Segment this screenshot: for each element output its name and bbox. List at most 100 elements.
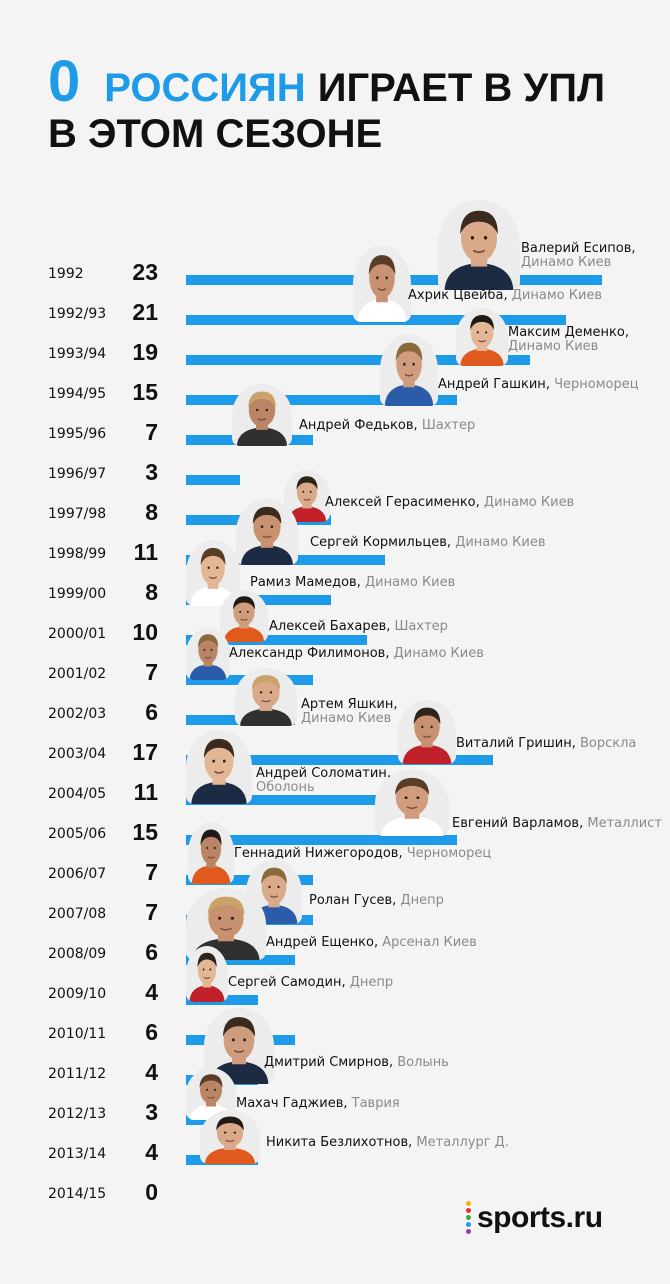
count-label: 11 (133, 539, 158, 565)
player-club: Динамо Киев (483, 495, 575, 510)
year-label: 1997/98 (48, 506, 107, 522)
player-label: Махач Гаджиев, Таврия (236, 1097, 400, 1111)
player-name: Дмитрий Смирнов (264, 1055, 389, 1070)
year-label: 2007/08 (48, 906, 107, 922)
player-name: Рамиз Мамедов (250, 575, 357, 590)
separator: , (631, 241, 636, 256)
player-club: Шахтер (394, 619, 448, 634)
player-name: Андрей Гашкин (438, 377, 546, 392)
year-label: 2001/02 (48, 666, 107, 682)
player-club: Динамо Киев (521, 255, 612, 270)
player-label: Алексей Бахарев, Шахтер (269, 620, 448, 634)
count-label: 6 (145, 939, 158, 965)
player-name: Махач Гаджиев (236, 1096, 344, 1111)
player-name: Геннадий Нижегородов (234, 846, 399, 861)
count-label: 10 (132, 619, 158, 645)
bar (186, 955, 295, 965)
player-label: Андрей Ещенко, Арсенал Киев (266, 936, 477, 950)
year-label: 2004/05 (48, 786, 107, 802)
title-accent: РОССИЯН (104, 66, 306, 110)
bar (186, 355, 530, 365)
player-name: Андрей Соломатин (256, 766, 387, 781)
player-name: Никита Безлихотнов (266, 1135, 409, 1150)
count-label: 4 (145, 1059, 158, 1085)
player-name: Евгений Варламов (452, 816, 580, 831)
count-label: 7 (145, 419, 158, 445)
count-label: 8 (145, 579, 158, 605)
year-label: 2009/10 (48, 986, 107, 1002)
year-label: 2010/11 (48, 1026, 107, 1042)
year-label: 1999/00 (48, 586, 107, 602)
year-label: 2003/04 (48, 746, 107, 762)
year-label: 2012/13 (48, 1106, 107, 1122)
count-label: 15 (132, 379, 158, 405)
player-label: Никита Безлихотнов, Металлург Д. (266, 1136, 509, 1150)
logo-dot (466, 1215, 471, 1220)
player-name: Валерий Есипов (521, 241, 632, 256)
separator: , (413, 418, 418, 433)
player-name: Алексей Герасименко (325, 495, 476, 510)
bar (186, 635, 367, 645)
player-label: Максим Деменко, Динамо Киев (508, 326, 629, 354)
player-label: Андрей Федьков, Шахтер (299, 419, 475, 433)
separator: , (388, 1055, 394, 1070)
count-label: 23 (132, 259, 158, 285)
player-label: Андрей Гашкин, Черноморец (438, 378, 639, 392)
player-club: Днепр (349, 975, 394, 990)
count-label: 3 (145, 459, 158, 485)
separator: , (356, 575, 361, 590)
player-club: Динамо Киев (508, 339, 599, 354)
separator: , (545, 377, 550, 392)
count-label: 6 (145, 699, 158, 725)
player-label: Ахрик Цвейба, Динамо Киев (408, 289, 602, 303)
separator: , (503, 288, 508, 303)
count-label: 11 (133, 779, 158, 805)
count-label: 6 (145, 1019, 158, 1045)
player-label: Андрей Соломатин, Оболонь (256, 767, 391, 795)
count-label: 15 (132, 819, 158, 845)
player-label: Сергей Самодин, Днепр (228, 976, 393, 990)
count-label: 19 (132, 339, 158, 365)
player-club: Шахтер (421, 418, 476, 433)
player-club: Динамо Киев (301, 711, 392, 726)
year-label: 1992/93 (48, 306, 107, 322)
separator: , (398, 846, 403, 861)
separator: , (373, 935, 379, 950)
player-name: Сергей Самодин (228, 975, 342, 990)
player-name: Александр Филимонов (229, 646, 386, 661)
separator: , (393, 697, 398, 712)
player-photo (188, 822, 234, 884)
player-club: Черноморец (554, 377, 639, 392)
sports-ru-logo: sports.ru (466, 1200, 603, 1235)
player-label: Евгений Варламов, Металлист (452, 817, 662, 831)
logo-dot (466, 1229, 471, 1234)
player-photo (232, 384, 292, 446)
count-label: 8 (145, 499, 158, 525)
player-club: Металлург Д. (416, 1135, 509, 1150)
player-label: Виталий Гришин, Ворскла (456, 737, 636, 751)
separator: , (475, 495, 480, 510)
year-label: 1993/94 (48, 346, 107, 362)
player-club: Ворскла (580, 736, 637, 751)
separator: , (386, 766, 391, 781)
title-number: 0 (48, 49, 81, 114)
player-photo (236, 499, 298, 565)
player-photo (200, 1110, 260, 1164)
bar (186, 795, 385, 805)
player-photo (456, 308, 508, 366)
count-label: 7 (145, 859, 158, 885)
player-club: Черноморец (406, 846, 492, 861)
logo-dot (466, 1201, 471, 1206)
count-label: 4 (145, 979, 158, 1005)
player-photo (353, 246, 411, 322)
player-club: Динамо Киев (511, 288, 603, 303)
player-club: Волынь (397, 1055, 449, 1070)
player-name: Ролан Гусев (309, 893, 393, 908)
year-label: 1996/97 (48, 466, 107, 482)
player-label: Геннадий Нижегородов, Черноморец (234, 847, 491, 861)
player-photo (235, 668, 297, 726)
year-label: 1992 (48, 266, 84, 282)
count-label: 17 (132, 739, 158, 765)
player-photo (186, 946, 228, 1002)
player-name: Виталий Гришин (456, 736, 572, 751)
